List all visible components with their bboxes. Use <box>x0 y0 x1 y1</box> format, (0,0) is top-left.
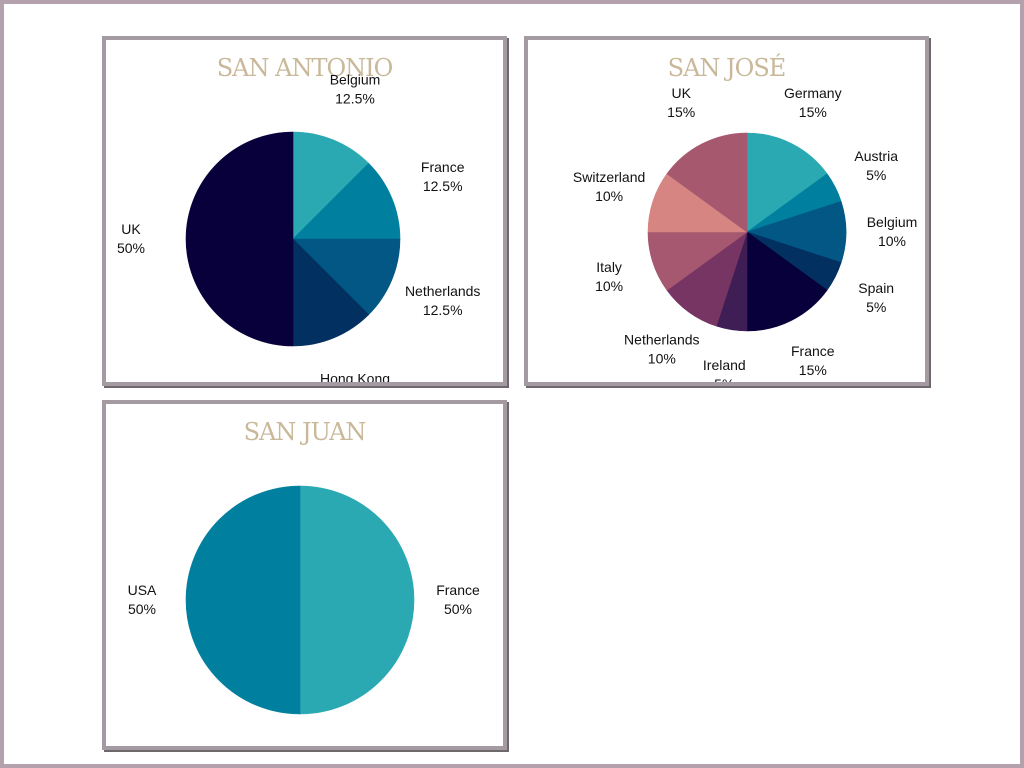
slice-label-name: Hong Kong <box>320 371 390 382</box>
pie-chart-san-jose: Germany 15% Austria 5% Belgium 10% Spain 5% Fran… <box>573 85 918 382</box>
chart-panel-san-jose: SAN JOSÉ Germany 15% Austria 5% Belgium 10% Sp… <box>524 36 929 386</box>
slice-label-name: Germany <box>784 85 842 101</box>
slice-label-percent: 50% <box>128 601 156 617</box>
slice-label-percent: 10% <box>648 350 676 366</box>
slice-label-percent: 12.5% <box>423 302 463 318</box>
slice-label-percent: 15% <box>799 104 827 120</box>
slice-label-name: France <box>421 159 465 175</box>
slice-label-name: UK <box>671 85 691 101</box>
pie-slice-netherlands <box>292 238 401 316</box>
slice-label-name: Netherlands <box>624 331 700 347</box>
pie-slice-uk <box>666 132 748 233</box>
slice-label-name: France <box>791 343 835 359</box>
slice-label-name: Austria <box>854 148 898 164</box>
slice-label-name: Switzerland <box>573 169 645 185</box>
slice-label-name: Belgium <box>867 214 918 230</box>
pie-slice-usa <box>185 485 301 715</box>
pie-slice-france <box>292 162 401 240</box>
slice-label-switzerland: Switzerland 10% <box>573 169 645 204</box>
chart-panel-san-juan: SAN JUAN France 50% USA 50% <box>102 400 507 750</box>
slice-label-percent: 15% <box>799 362 827 378</box>
slice-label-percent: 5% <box>866 167 886 183</box>
slice-label-percent: 10% <box>595 188 623 204</box>
slice-label-name: Italy <box>596 259 622 275</box>
slice-label-name: France <box>436 582 480 598</box>
slice-label-name: Ireland <box>703 357 746 373</box>
slice-label-spain: Spain 5% <box>858 280 894 315</box>
pie-slice-uk <box>185 131 294 347</box>
slice-label-ireland: Ireland 5% <box>703 357 746 382</box>
slice-label-france: France 15% <box>791 343 835 378</box>
slice-label-belgium: Belgium 12.5% <box>330 71 381 106</box>
slice-label-italy: Italy 10% <box>595 259 623 294</box>
slice-label-percent: 10% <box>878 233 906 249</box>
slice-label-percent: 15% <box>667 104 695 120</box>
chart-title: SAN ANTONIO <box>216 54 394 82</box>
pie-slice-hong-kong <box>292 238 370 347</box>
slice-label-percent: 12.5% <box>423 178 463 194</box>
pie-slice-france <box>746 231 828 332</box>
slice-label-name: Belgium <box>330 71 381 87</box>
slice-label-percent: 50% <box>444 601 472 617</box>
slice-label-france: France 12.5% <box>421 159 465 194</box>
slice-label-percent: 50% <box>117 240 145 256</box>
chart-title: SAN JOSÉ <box>667 54 787 82</box>
chart-title: SAN JUAN <box>243 418 367 446</box>
slice-label-belgium: Belgium 10% <box>867 214 918 249</box>
pie-chart-san-juan: France 50% USA 50% <box>128 485 480 715</box>
slice-label-france: France 50% <box>436 582 480 617</box>
slice-label-percent: 5% <box>714 376 734 382</box>
slice-label-percent: 5% <box>866 299 886 315</box>
slice-label-percent: 12.5% <box>335 90 375 106</box>
slice-label-austria: Austria 5% <box>854 148 898 183</box>
slice-label-uk: UK 50% <box>117 221 145 256</box>
slice-label-percent: 10% <box>595 278 623 294</box>
slice-label-netherlands: Netherlands 12.5% <box>405 283 481 318</box>
slice-label-name: Netherlands <box>405 283 481 299</box>
slice-label-usa: USA 50% <box>128 582 157 617</box>
slice-label-uk: UK 15% <box>667 85 695 120</box>
slice-label-name: UK <box>121 221 141 237</box>
pie-slice-germany <box>746 132 828 233</box>
pie-slice-belgium <box>292 131 370 240</box>
slice-label-name: USA <box>128 582 157 598</box>
slice-label-germany: Germany 15% <box>784 85 842 120</box>
pie-chart-san-antonio: Belgium 12.5% France 12.5% Netherlands 12.5% H… <box>117 71 481 382</box>
slice-label-hong-kong: Hong Kong12.5% <box>320 371 390 382</box>
slice-label-name: Spain <box>858 280 894 296</box>
chart-panel-san-antonio: SAN ANTONIO Belgium 12.5% France 12.5% Nethe… <box>102 36 507 386</box>
pie-slice-france <box>299 485 415 715</box>
slice-label-netherlands: Netherlands 10% <box>624 331 700 366</box>
